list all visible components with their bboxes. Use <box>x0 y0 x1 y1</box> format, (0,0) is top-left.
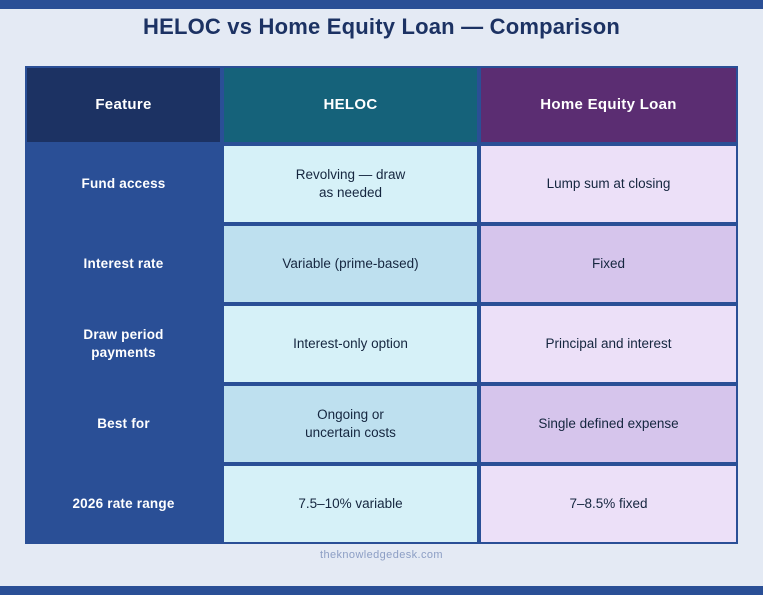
cell-home-equity-loan-draw-period-payments: Principal and interest <box>479 304 738 384</box>
page-title: HELOC vs Home Equity Loan — Comparison <box>143 14 620 39</box>
row-label-draw-period-payments: Draw period payments <box>25 304 222 384</box>
row-label-line-2: payments <box>91 345 156 360</box>
footer-source-note: theknowledgedesk.com <box>320 549 443 561</box>
cell-line-1: Revolving — draw <box>295 166 406 182</box>
comparison-table: Feature HELOC Home Equity Loan Fund acce… <box>25 66 738 544</box>
table-row: 2026 rate range 7.5–10% variable 7–8.5% … <box>25 464 738 544</box>
table-row: Best for Ongoing or uncertain costs Sing… <box>25 384 738 464</box>
cell-heloc-2026-rate-range: 7.5–10% variable <box>222 464 479 544</box>
cell-home-equity-loan-interest-rate: Fixed <box>479 224 738 304</box>
table-row: Fund access Revolving — draw as needed L… <box>25 144 738 224</box>
row-label-line-1: Draw period <box>83 326 164 342</box>
row-label-2026-rate-range: 2026 rate range <box>25 464 222 544</box>
cell-line-2: as needed <box>318 185 383 200</box>
cell-line-2: uncertain costs <box>305 425 396 440</box>
column-header-feature: Feature <box>25 66 222 144</box>
row-label-interest-rate: Interest rate <box>25 224 222 304</box>
cell-line-1: Ongoing or <box>317 406 384 422</box>
top-accent-bar <box>0 0 763 9</box>
cell-heloc-draw-period-payments: Interest-only option <box>222 304 479 384</box>
cell-home-equity-loan-fund-access: Lump sum at closing <box>479 144 738 224</box>
cell-home-equity-loan-best-for: Single defined expense <box>479 384 738 464</box>
table-header-row: Feature HELOC Home Equity Loan <box>25 66 738 144</box>
table-body: Fund access Revolving — draw as needed L… <box>25 144 738 544</box>
table-header: Feature HELOC Home Equity Loan <box>25 66 738 144</box>
comparison-table-container: Feature HELOC Home Equity Loan Fund acce… <box>25 66 738 544</box>
table-row: Interest rate Variable (prime-based) Fix… <box>25 224 738 304</box>
cell-heloc-fund-access: Revolving — draw as needed <box>222 144 479 224</box>
cell-heloc-interest-rate: Variable (prime-based) <box>222 224 479 304</box>
row-label-fund-access: Fund access <box>25 144 222 224</box>
column-header-heloc: HELOC <box>222 66 479 144</box>
cell-heloc-best-for: Ongoing or uncertain costs <box>222 384 479 464</box>
row-label-best-for: Best for <box>25 384 222 464</box>
cell-home-equity-loan-2026-rate-range: 7–8.5% fixed <box>479 464 738 544</box>
bottom-accent-bar <box>0 586 763 595</box>
column-header-home-equity-loan: Home Equity Loan <box>479 66 738 144</box>
table-row: Draw period payments Interest-only optio… <box>25 304 738 384</box>
